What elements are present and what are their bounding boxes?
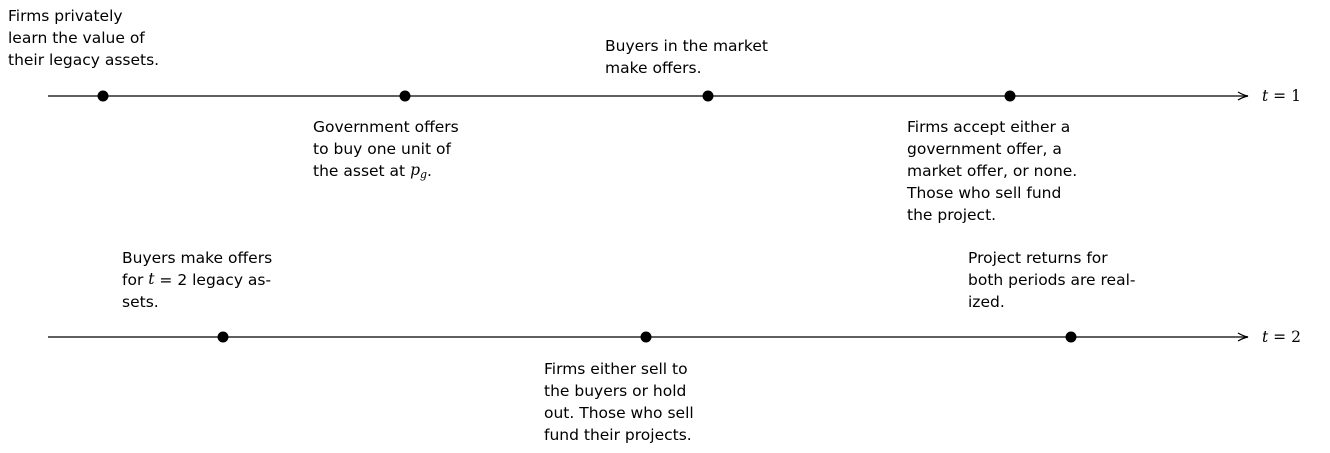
text-segment: Project returns for	[968, 249, 1108, 267]
event-dot	[640, 331, 652, 343]
timeline-label: t = 1	[1262, 87, 1301, 105]
text-segment: Firms privately	[8, 7, 123, 25]
text-segment: Firms either sell to	[544, 360, 688, 378]
text-segment: = 1	[1268, 87, 1301, 105]
math-text: t	[1262, 87, 1269, 105]
event-text: the buyers or hold	[544, 382, 686, 400]
event-text: Buyers make offers	[122, 249, 272, 267]
event-text: Project returns for	[968, 249, 1108, 267]
event-text: ized.	[968, 293, 1005, 311]
math-text: g	[420, 168, 427, 181]
event-text: Those who sell fund	[906, 184, 1061, 202]
text-segment: sets.	[122, 293, 159, 311]
event-dot	[1065, 331, 1077, 343]
event-text: learn the value of	[8, 29, 145, 47]
text-segment: government offer, a	[907, 140, 1062, 158]
event-text: fund their projects.	[544, 426, 692, 444]
event-text: Firms accept either a	[907, 118, 1070, 136]
event-text: the project.	[907, 206, 996, 224]
event-text: the asset at pg.	[313, 161, 432, 181]
text-segment: = 2	[1268, 328, 1301, 346]
text-segment: = 2 legacy as-	[154, 271, 271, 289]
text-segment: out. Those who sell	[544, 404, 694, 422]
text-segment: their legacy assets.	[8, 51, 159, 69]
text-segment: learn the value of	[8, 29, 145, 47]
timeline-label: t = 2	[1262, 328, 1301, 346]
event-text: to buy one unit of	[313, 140, 451, 158]
event-text: market offer, or none.	[907, 162, 1077, 180]
event-dot	[97, 90, 109, 102]
event-text: sets.	[122, 293, 159, 311]
event-dot	[217, 331, 229, 343]
text-segment: the project.	[907, 206, 996, 224]
event-text: their legacy assets.	[8, 51, 159, 69]
text-segment: fund their projects.	[544, 426, 692, 444]
math-text: t	[1262, 328, 1269, 346]
text-segment: Government offers	[313, 118, 459, 136]
event-text: out. Those who sell	[544, 404, 694, 422]
event-text: Firms either sell to	[544, 360, 688, 378]
text-segment: ized.	[968, 293, 1005, 311]
event-dot	[1004, 90, 1016, 102]
math-text: t	[148, 270, 155, 288]
text-segment: for	[122, 271, 148, 289]
text-segment: Those who sell fund	[906, 184, 1061, 202]
text-segment: Firms accept either a	[907, 118, 1070, 136]
event-text: both periods are real-	[968, 271, 1136, 289]
text-segment: Buyers make offers	[122, 249, 272, 267]
text-segment: market offer, or none.	[907, 162, 1077, 180]
text-segment: to buy one unit of	[313, 140, 451, 158]
text-segment: both periods are real-	[968, 271, 1136, 289]
text-segment: the buyers or hold	[544, 382, 686, 400]
event-text: for t = 2 legacy as-	[122, 270, 271, 289]
event-text: Buyers in the market	[605, 37, 768, 55]
text-segment: .	[427, 162, 432, 180]
text-segment: the asset at	[313, 162, 410, 180]
text-segment: Buyers in the market	[605, 37, 768, 55]
event-text: government offer, a	[907, 140, 1062, 158]
math-text: p	[410, 161, 420, 179]
event-text: Government offers	[313, 118, 459, 136]
event-dot	[399, 90, 411, 102]
event-text: Firms privately	[8, 7, 123, 25]
event-text: make offers.	[605, 59, 702, 77]
event-dot	[702, 90, 714, 102]
text-segment: make offers.	[605, 59, 702, 77]
